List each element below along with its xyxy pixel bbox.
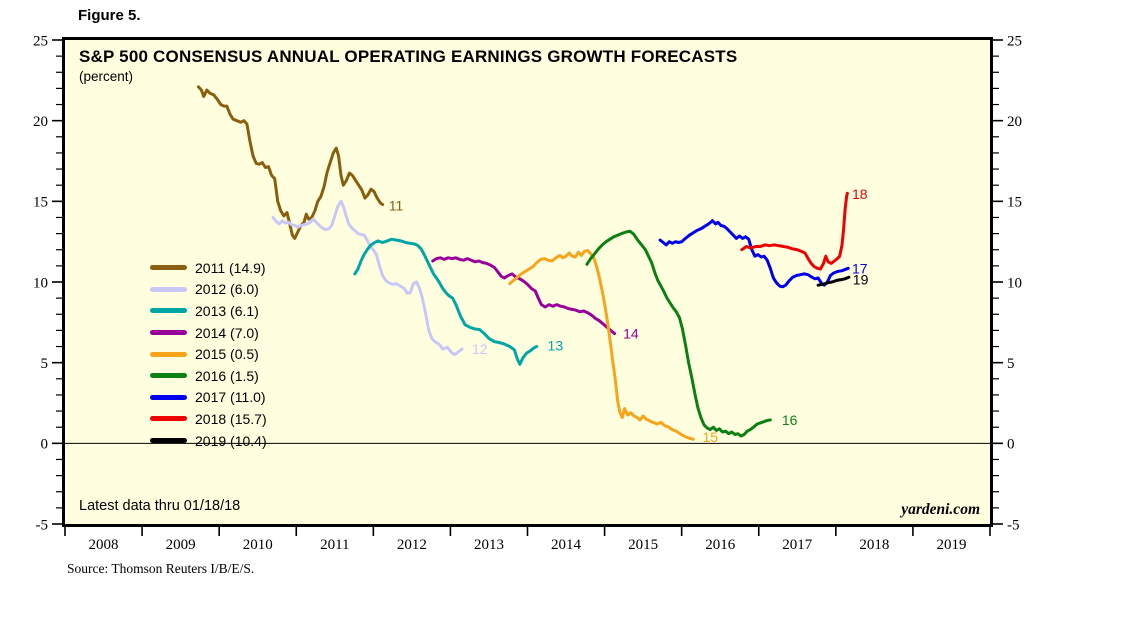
legend-color-swatch [150, 438, 187, 444]
y-axis-tick-label: -5 [36, 517, 49, 533]
x-axis-year-label: 2019 [936, 537, 966, 553]
legend-color-swatch [150, 351, 187, 357]
series-line-17 [658, 219, 850, 289]
source-line: Source: Thomson Reuters I/B/E/S. [67, 561, 255, 576]
x-axis-year-label: 2017 [782, 537, 813, 553]
legend-item: 2013 (6.1) [150, 300, 267, 322]
series-end-label-11: 11 [389, 197, 404, 213]
y-axis-tick-label: 25 [1007, 33, 1022, 49]
x-axis-year-label: 2010 [243, 537, 273, 553]
legend-label: 2018 (15.7) [195, 410, 267, 427]
chart-svg: 11 12 13 14 15 16 17 18 19 [65, 85, 990, 445]
legend-color-swatch [150, 373, 187, 379]
x-axis-year-label: 2008 [89, 537, 119, 553]
x-axis-year-label: 2013 [474, 537, 504, 553]
legend-item: 2019 (10.4) [150, 430, 267, 452]
legend-color-swatch [150, 308, 187, 314]
x-axis-year-label: 2011 [320, 537, 349, 553]
y-axis-tick-label: 15 [1007, 195, 1022, 211]
y-axis-tick-label: 10 [1007, 275, 1022, 291]
plot-area: 11 12 13 14 15 16 17 18 19 S&P 500 CONSENSUS ANN… [62, 37, 993, 527]
legend-label: 2011 (14.9) [195, 259, 266, 276]
y-axis-tick-label: -5 [1007, 517, 1020, 533]
legend-label: 2016 (1.5) [195, 367, 259, 384]
series-end-label-16: 16 [782, 412, 798, 428]
legend-label: 2014 (7.0) [195, 324, 259, 341]
x-axis-year-label: 2018 [859, 537, 889, 553]
legend-label: 2019 (10.4) [195, 432, 267, 449]
y-axis-tick-label: 0 [1007, 437, 1015, 453]
series-line-11 [196, 85, 385, 240]
chart-title: S&P 500 CONSENSUS ANNUAL OPERATING EARNI… [79, 47, 738, 66]
legend-label: 2015 (0.5) [195, 346, 259, 363]
series-end-label-15: 15 [702, 429, 718, 445]
series-line-16 [585, 229, 772, 438]
x-axis-year-label: 2016 [705, 537, 736, 553]
series-line-13 [353, 237, 539, 366]
y-axis-tick-label: 5 [1007, 356, 1015, 372]
series-line-12 [271, 199, 464, 357]
x-axis-year-label: 2012 [397, 537, 427, 553]
latest-data-note: Latest data thru 01/18/18 [79, 498, 241, 514]
legend-color-swatch [150, 330, 187, 336]
y-axis-tick-label: 20 [1007, 114, 1022, 130]
legend-item: 2014 (7.0) [150, 322, 267, 344]
series-end-label-18: 18 [852, 186, 868, 202]
legend-item: 2017 (11.0) [150, 387, 267, 409]
figure-label: Figure 5. [78, 7, 141, 24]
series-end-label-13: 13 [548, 338, 564, 354]
legend-label: 2017 (11.0) [195, 389, 266, 406]
series-line-18 [740, 191, 849, 271]
legend-color-swatch [150, 265, 187, 271]
watermark: yardeni.com [901, 501, 980, 518]
y-axis-tick-label: 5 [41, 356, 49, 372]
series-end-label-19: 19 [853, 272, 869, 288]
x-axis-year-label: 2015 [628, 537, 658, 553]
legend-color-swatch [150, 394, 187, 400]
legend-item: 2018 (15.7) [150, 408, 267, 430]
series-end-label-12: 12 [472, 341, 488, 357]
series-line-14 [431, 256, 617, 336]
legend-item: 2015 (0.5) [150, 343, 267, 365]
chart-subtitle: (percent) [79, 69, 134, 84]
legend: 2011 (14.9) 2012 (6.0) 2013 (6.1) 2014 (7.0… [150, 257, 267, 451]
legend-label: 2013 (6.1) [195, 302, 259, 319]
legend-color-swatch [150, 286, 187, 292]
series-line-19 [816, 275, 851, 287]
y-axis-tick-label: 20 [33, 114, 48, 130]
series-end-label-17: 17 [852, 260, 868, 276]
y-axis-tick-label: 15 [33, 195, 48, 211]
legend-item: 2016 (1.5) [150, 365, 267, 387]
y-axis-tick-label: 25 [33, 33, 48, 49]
legend-item: 2011 (14.9) [150, 257, 267, 279]
y-axis-tick-label: 0 [41, 437, 49, 453]
legend-label: 2012 (6.0) [195, 281, 259, 298]
legend-color-swatch [150, 416, 187, 422]
x-axis-year-label: 2009 [166, 537, 196, 553]
series-line-15 [508, 249, 695, 441]
x-axis-year-label: 2014 [551, 537, 582, 553]
y-axis-tick-label: 10 [33, 275, 48, 291]
legend-item: 2012 (6.0) [150, 279, 267, 301]
series-end-label-14: 14 [623, 326, 639, 342]
